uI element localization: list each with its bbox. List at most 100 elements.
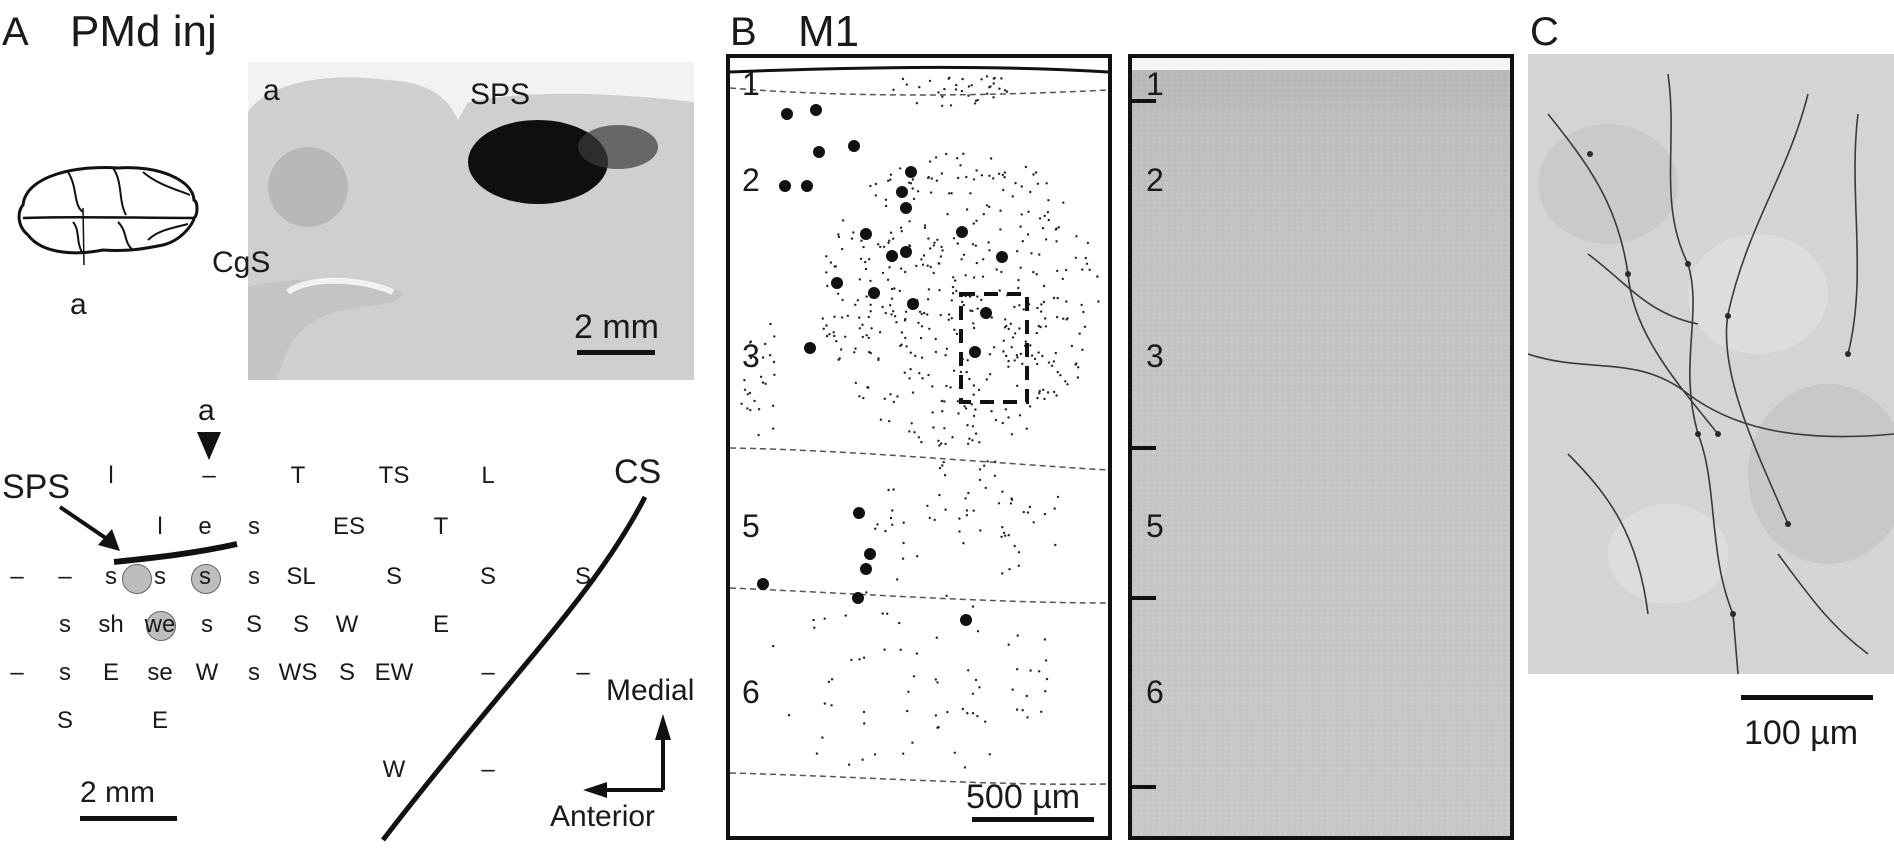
labeled-terminal-dot — [934, 156, 938, 159]
photo-layer-label: 1 — [1146, 66, 1164, 102]
labeled-terminal-dot — [992, 82, 995, 85]
labeled-terminal-dot — [1057, 226, 1061, 229]
labeled-cell-body-dot — [804, 342, 816, 354]
labeled-terminal-dot — [943, 427, 946, 430]
labeled-terminal-dot — [926, 176, 930, 180]
labeled-terminal-dot — [931, 411, 934, 414]
labeled-terminal-dot — [938, 262, 941, 265]
labeled-terminal-dot — [1041, 227, 1045, 230]
labeled-terminal-dot — [1042, 300, 1046, 304]
labeled-terminal-dot — [971, 309, 974, 313]
labeled-terminal-dot — [1018, 327, 1021, 330]
labeled-terminal-dot — [988, 373, 992, 376]
map-response-label: s — [154, 563, 166, 590]
labeled-terminal-dot — [1047, 218, 1050, 222]
labeled-terminal-dot — [982, 213, 985, 216]
labeled-terminal-dot — [1064, 268, 1068, 272]
labeled-terminal-dot — [965, 514, 969, 517]
map-response-label: S — [56, 707, 74, 734]
panel-b-letter: B — [730, 10, 757, 54]
labeled-terminal-dot — [869, 184, 872, 188]
labeled-terminal-dot — [868, 258, 871, 261]
labeled-terminal-dot — [854, 347, 857, 350]
labeled-terminal-dot — [915, 102, 919, 105]
sps-arrow — [58, 505, 120, 551]
labeled-terminal-dot — [982, 258, 985, 261]
map-response-label: e — [198, 513, 212, 540]
labeled-terminal-dot — [1029, 669, 1032, 672]
labeled-terminal-dot — [749, 340, 752, 343]
labeled-terminal-dot — [1008, 568, 1011, 571]
labeled-terminal-dot — [877, 357, 880, 360]
labeled-terminal-dot — [940, 399, 944, 403]
labeled-terminal-dot — [945, 152, 948, 156]
labeled-terminal-dot — [949, 104, 953, 107]
labeled-terminal-dot — [932, 244, 935, 247]
labeled-terminal-dot — [962, 542, 965, 545]
labeled-terminal-dot — [971, 605, 975, 608]
recon-layer-label: 6 — [742, 674, 760, 710]
labeled-terminal-dot — [1026, 511, 1030, 514]
labeled-terminal-dot — [825, 324, 828, 327]
labeled-terminal-dot — [945, 384, 948, 388]
labeled-terminal-dot — [1016, 250, 1019, 253]
labeled-terminal-dot — [829, 261, 833, 264]
labeled-terminal-dot — [900, 331, 904, 334]
labeled-terminal-dot — [1026, 365, 1029, 368]
labeled-terminal-dot — [896, 395, 899, 398]
labeled-terminal-dot — [964, 407, 968, 410]
labeled-terminal-dot — [1019, 266, 1022, 269]
labeled-terminal-dot — [881, 305, 884, 309]
labeled-terminal-dot — [977, 388, 981, 392]
labeled-terminal-dot — [837, 235, 841, 239]
section-corner-label: a — [263, 74, 280, 107]
labeled-terminal-dot — [870, 327, 873, 330]
labeled-terminal-dot — [929, 191, 933, 194]
labeled-terminal-dot — [832, 331, 835, 334]
labeled-terminal-dot — [976, 630, 980, 633]
labeled-terminal-dot — [884, 529, 887, 533]
labeled-terminal-dot — [901, 557, 905, 560]
labeled-terminal-dot — [1043, 397, 1046, 401]
labeled-terminal-dot — [895, 321, 898, 324]
labeled-terminal-dot — [971, 712, 975, 715]
labeled-terminal-dot — [1056, 269, 1059, 273]
labeled-terminal-dot — [989, 157, 993, 160]
labeled-terminal-dot — [956, 242, 959, 245]
map-response-label: l — [157, 513, 163, 540]
labeled-terminal-dot — [1096, 275, 1099, 278]
photo-layer-label: 3 — [1146, 338, 1164, 374]
labeled-terminal-dot — [1074, 256, 1077, 259]
labeled-terminal-dot — [904, 270, 907, 274]
labeled-terminal-dot — [913, 431, 916, 434]
labeled-terminal-dot — [1007, 365, 1010, 368]
labeled-terminal-dot — [943, 400, 946, 403]
labeled-terminal-dot — [1001, 526, 1004, 529]
labeled-terminal-dot — [1036, 182, 1040, 185]
labeled-terminal-dot — [1038, 389, 1041, 393]
photo-layer-tick — [1132, 99, 1156, 103]
labeled-terminal-dot — [1045, 677, 1049, 681]
labeled-terminal-dot — [876, 523, 879, 526]
labeled-terminal-dot — [761, 356, 765, 359]
labeled-terminal-dot — [941, 249, 944, 252]
labeled-terminal-dot — [1000, 77, 1003, 80]
labeled-terminal-dot — [862, 245, 865, 249]
labeled-terminal-dot — [1054, 543, 1057, 547]
labeled-terminal-dot — [1038, 217, 1042, 220]
map-response-label: s — [201, 611, 213, 638]
labeled-terminal-dot — [936, 238, 939, 241]
labeled-terminal-dot — [1007, 327, 1010, 331]
labeled-terminal-dot — [825, 255, 828, 258]
labeled-terminal-dot — [980, 78, 983, 81]
labeled-terminal-dot — [823, 702, 826, 705]
labeled-cell-body-dot — [907, 298, 919, 310]
labeled-terminal-dot — [934, 350, 938, 354]
labeled-terminal-dot — [967, 94, 970, 97]
labeled-terminal-dot — [954, 279, 957, 282]
labeled-terminal-dot — [862, 656, 866, 659]
labeled-terminal-dot — [992, 96, 995, 99]
labeled-terminal-dot — [889, 393, 892, 396]
labeled-cell-body-dot — [996, 251, 1008, 263]
labeled-terminal-dot — [892, 237, 895, 240]
